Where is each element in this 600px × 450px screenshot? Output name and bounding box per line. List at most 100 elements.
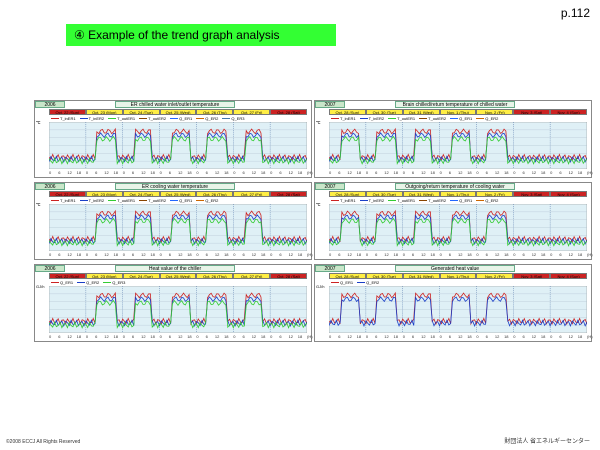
panel-title: ER cooling water temperature bbox=[115, 183, 235, 190]
legend-label: T_inER2 bbox=[88, 116, 105, 121]
panel-year: 2006 bbox=[35, 183, 65, 190]
x-tick-label: 18 bbox=[430, 334, 435, 339]
x-tick-label: 18 bbox=[540, 334, 546, 339]
legend-swatch bbox=[359, 118, 368, 119]
legend-entry: T_inER1 bbox=[51, 198, 76, 203]
trend-panel: 2007 Generated heat value Oct. 28 (Sun) Oct… bbox=[314, 264, 593, 342]
legend-label: Q_ER2 bbox=[86, 280, 100, 285]
plot-svg bbox=[329, 286, 587, 333]
x-tick-label: 12 bbox=[458, 252, 463, 257]
legend-label: T_inER2 bbox=[368, 116, 385, 121]
day-header-cell: Oct. 30 (Tue) bbox=[365, 191, 403, 197]
legend-swatch bbox=[419, 118, 428, 119]
x-tick-label: 0 bbox=[196, 252, 199, 257]
legend-swatch bbox=[139, 200, 148, 201]
x-tick-label: 0 bbox=[233, 334, 236, 339]
legend-entry: T_outER1 bbox=[388, 198, 415, 203]
x-tick-label: 12 bbox=[67, 252, 72, 257]
panel-title: Brain chilled/return temperature of chil… bbox=[395, 101, 515, 108]
x-tick-label: 12 bbox=[531, 252, 537, 257]
trend-plot bbox=[329, 122, 587, 169]
legend-label: Q_ER2 bbox=[205, 198, 219, 203]
legend-label: Q_ER2 bbox=[366, 280, 380, 285]
day-header-cell: Nov. 2 (Fri) bbox=[476, 109, 514, 115]
x-tick-label: 0 bbox=[159, 334, 162, 339]
x-tick-label: 6 bbox=[338, 334, 341, 339]
legend-entry: Q_ER2 bbox=[476, 198, 498, 203]
x-tick-label: 6 bbox=[131, 334, 135, 339]
x-tick-label: 0 bbox=[365, 170, 369, 175]
day-header-cell: Oct. 28 (Sun) bbox=[329, 109, 366, 115]
y-axis-unit: ℃ bbox=[36, 202, 41, 207]
x-tick-label: 0 bbox=[513, 170, 516, 175]
x-tick-label: 0 bbox=[439, 252, 442, 257]
day-header-cell: Oct. 31 (Wed) bbox=[402, 191, 440, 197]
legend-swatch bbox=[51, 200, 59, 201]
panel-year: 2007 bbox=[315, 101, 345, 108]
legend-swatch bbox=[196, 118, 205, 119]
trend-panel: 2006 Heat value of the chiller Oct. 22 (Su… bbox=[34, 264, 313, 342]
x-tick-label: 6 bbox=[58, 252, 61, 257]
legend-swatch bbox=[419, 200, 428, 201]
x-axis: 0 6 12 18 0 6 12 18 0 6 12 18 0 6 12 18 0 6 12 18 0 6 12 18 0 6 12… bbox=[49, 334, 313, 340]
day-header-row: Oct. 28 (Sun) Oct. 30 (Tue) Oct. 31 (Wed) N… bbox=[329, 191, 588, 197]
legend-swatch bbox=[450, 200, 459, 201]
legend-label: T_outER1 bbox=[117, 116, 136, 121]
day-header-cell: Nov. 3 (Sat) bbox=[513, 109, 551, 115]
x-tick-label: 6 bbox=[559, 252, 562, 257]
legend-label: Q_ER3 bbox=[112, 280, 126, 285]
x-tick-label: 0 bbox=[159, 252, 162, 257]
day-header-cell: Oct. 27 (Fri) bbox=[233, 191, 271, 197]
x-tick-label: 0 bbox=[365, 334, 369, 339]
y-axis-unit: GJ/h bbox=[316, 284, 325, 289]
day-header-cell: Nov. 1 (Thu) bbox=[439, 273, 477, 279]
x-tick-label: 12 bbox=[288, 334, 294, 339]
legend-swatch bbox=[79, 118, 88, 119]
x-tick-label: 12 bbox=[494, 334, 500, 339]
x-tick-label: 12 bbox=[214, 170, 220, 175]
legend-label: T_inER1 bbox=[340, 116, 356, 121]
x-tick-label: 0 bbox=[550, 252, 553, 257]
panel-year: 2006 bbox=[35, 101, 65, 108]
x-tick-label: 6 bbox=[411, 252, 415, 257]
x-tick-label: 0 bbox=[270, 170, 273, 175]
legend-entry: T_inER2 bbox=[359, 116, 385, 121]
legend-swatch bbox=[79, 200, 88, 201]
legend-entry: T_outER1 bbox=[388, 116, 415, 121]
legend-entry: Q_ER1 bbox=[51, 280, 73, 285]
x-tick-label: 6 bbox=[95, 170, 98, 175]
day-header-cell: Oct. 25 (Wed) bbox=[159, 109, 197, 115]
x-tick-label: 18 bbox=[187, 170, 192, 175]
trend-panel: 2007 Brain chilled/return temperature of … bbox=[314, 100, 593, 178]
x-tick-label: 0 bbox=[476, 170, 479, 175]
legend-label: Q_ER1 bbox=[179, 198, 193, 203]
day-header-cell: Oct. 30 (Tue) bbox=[365, 109, 403, 115]
legend-swatch bbox=[450, 118, 459, 119]
legend-label: T_inER2 bbox=[368, 198, 385, 203]
panel-year: 2007 bbox=[315, 183, 345, 190]
legend-swatch bbox=[51, 282, 59, 283]
x-tick-label: 18 bbox=[187, 252, 192, 257]
day-header-row: Oct. 28 (Sun) Oct. 30 (Tue) Oct. 31 (Wed) N… bbox=[329, 273, 588, 279]
legend-entry: Q_ER1 bbox=[450, 116, 472, 121]
x-tick-label: 6 bbox=[95, 252, 98, 257]
x-tick-label: 18 bbox=[467, 170, 472, 175]
x-tick-label: 18 bbox=[467, 252, 472, 257]
x-tick-label: 18 bbox=[577, 334, 583, 339]
day-header-cell: Nov. 2 (Fri) bbox=[476, 273, 514, 279]
plot-svg bbox=[329, 122, 587, 169]
x-tick-label: 6 bbox=[485, 334, 488, 339]
day-header-row: Oct. 22 (Sun) Oct. 23 (Mon) Oct. 24 (Tue) O… bbox=[49, 109, 308, 115]
x-tick-label: 18 bbox=[260, 252, 266, 257]
x-tick-label: 12 bbox=[531, 334, 537, 339]
x-tick-label: 6 bbox=[168, 334, 172, 339]
x-tick-label: 6 bbox=[95, 334, 98, 339]
x-tick-label: 12 bbox=[347, 334, 352, 339]
day-header-row: Oct. 28 (Sun) Oct. 30 (Tue) Oct. 31 (Wed) N… bbox=[329, 109, 588, 115]
x-tick-label: 0 bbox=[476, 334, 479, 339]
x-tick-label: 12 bbox=[458, 334, 463, 339]
legend-swatch bbox=[388, 118, 397, 119]
chart-legend: T_inER1 T_inER2 T_outER1 T_outER2 Q_ER1 Q_ER2 bbox=[331, 198, 587, 203]
x-tick-label: 0 bbox=[476, 252, 479, 257]
x-tick-label: 0 bbox=[122, 252, 125, 257]
